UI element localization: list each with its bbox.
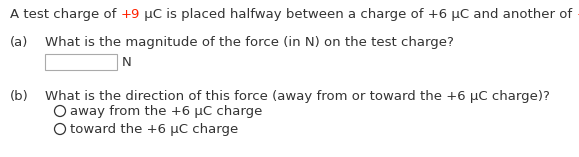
Text: μC is placed halfway between a charge of +6 μC and another of: μC is placed halfway between a charge of… [140,8,576,21]
Text: (b): (b) [10,90,29,103]
Text: N: N [122,56,132,68]
Text: What is the magnitude of the force (in N) on the test charge?: What is the magnitude of the force (in N… [45,36,454,49]
Text: away from the +6 μC charge: away from the +6 μC charge [71,105,263,117]
FancyBboxPatch shape [45,54,117,70]
Text: +5: +5 [576,8,579,21]
Text: (a): (a) [10,36,28,49]
Text: +9: +9 [120,8,140,21]
Text: A test charge of: A test charge of [10,8,120,21]
Text: toward the +6 μC charge: toward the +6 μC charge [71,122,239,135]
Text: What is the direction of this force (away from or toward the +6 μC charge)?: What is the direction of this force (awa… [45,90,550,103]
